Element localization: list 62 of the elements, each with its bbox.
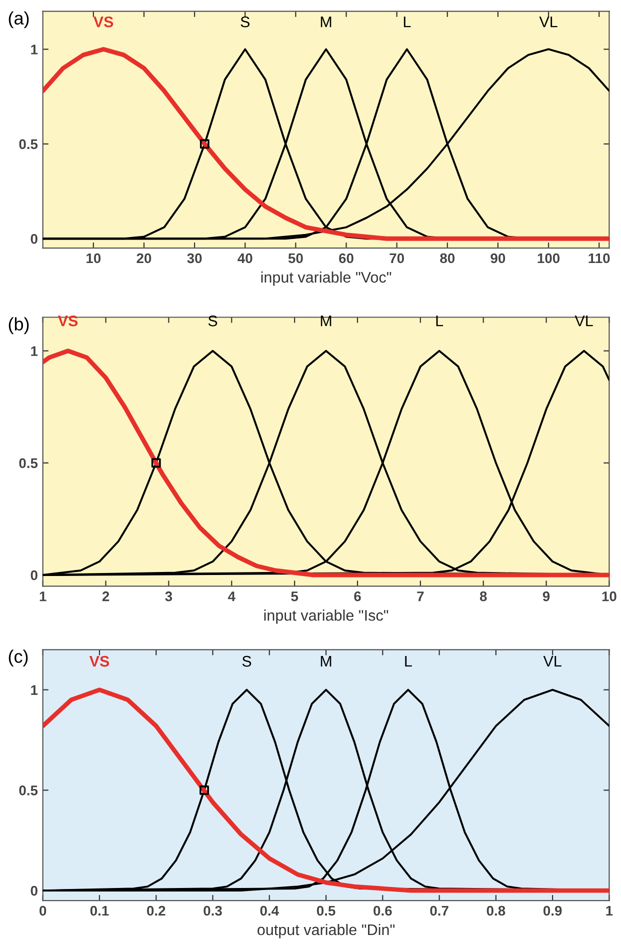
y-tick-label: 0: [30, 234, 38, 244]
x-tick-label: 100: [538, 253, 560, 264]
series-label: VL: [574, 316, 593, 326]
series-label: S: [240, 16, 250, 28]
x-tick-label: 8: [480, 591, 487, 602]
x-tick-label: 0.4: [260, 906, 279, 916]
y-tick-label: 0.5: [19, 786, 38, 796]
series-label: L: [436, 316, 444, 326]
x-axis-title: output variable "Din": [258, 924, 394, 938]
series-label: S: [242, 656, 252, 667]
x-tick-label: 10: [86, 253, 101, 264]
x-tick-label: 1: [40, 592, 46, 602]
x-tick-label: 0.5: [316, 906, 336, 916]
y-tick-label: 1: [31, 685, 38, 695]
y-tick-label: 1: [31, 44, 38, 54]
x-axis-title: input variable "Voc": [261, 271, 392, 286]
x-tick-label: 1: [606, 906, 613, 916]
x-tick-label: 40: [238, 253, 252, 264]
x-tick-label: 30: [187, 253, 202, 264]
x-tick-label: 0.8: [486, 906, 506, 916]
x-tick-label: 20: [136, 253, 152, 264]
text: (c): [8, 650, 28, 666]
y-tick-label: 0: [30, 886, 38, 896]
series-label: S: [208, 316, 218, 326]
series-label: M: [320, 16, 332, 28]
y-tick-label: 0.5: [19, 139, 38, 150]
y-tick-label: 0: [30, 570, 38, 580]
series-label: VS: [58, 316, 78, 326]
x-tick-label: 50: [288, 253, 303, 264]
y-tick-label: 1: [31, 346, 38, 356]
x-tick-label: 2: [102, 591, 110, 602]
series-label: VS: [89, 656, 110, 667]
text: (b): [8, 317, 29, 334]
series-label: M: [320, 656, 332, 667]
x-tick-label: 5: [291, 592, 298, 602]
text: (a): [8, 11, 29, 28]
series-label: L: [405, 656, 412, 667]
x-tick-label: 0: [40, 906, 46, 916]
x-tick-label: 3: [165, 591, 172, 602]
x-tick-label: 90: [490, 253, 506, 264]
x-tick-label: 7: [417, 592, 424, 602]
x-tick-label: 70: [390, 253, 404, 264]
x-tick-label: 0.7: [430, 906, 448, 916]
series-label: M: [320, 316, 332, 326]
series-label: VS: [93, 16, 114, 28]
x-axis-title: input variable "Isc": [264, 610, 388, 624]
series-label: VL: [543, 656, 562, 667]
x-tick-label: 60: [339, 253, 354, 264]
x-tick-label: 0.9: [543, 906, 562, 916]
x-tick-label: 110: [588, 253, 610, 264]
series-label: VL: [539, 16, 558, 28]
x-tick-label: 0.6: [374, 906, 392, 916]
x-tick-label: 0.2: [147, 906, 166, 916]
x-tick-label: 80: [440, 253, 455, 264]
x-tick-label: 10: [602, 591, 616, 602]
x-tick-label: 6: [354, 591, 361, 602]
x-tick-label: 4: [228, 592, 236, 602]
x-tick-label: 0.3: [204, 906, 222, 916]
series-label: L: [404, 16, 411, 28]
y-tick-label: 0.5: [19, 458, 38, 468]
x-tick-label: 0.1: [90, 906, 109, 916]
x-tick-label: 9: [542, 591, 550, 602]
